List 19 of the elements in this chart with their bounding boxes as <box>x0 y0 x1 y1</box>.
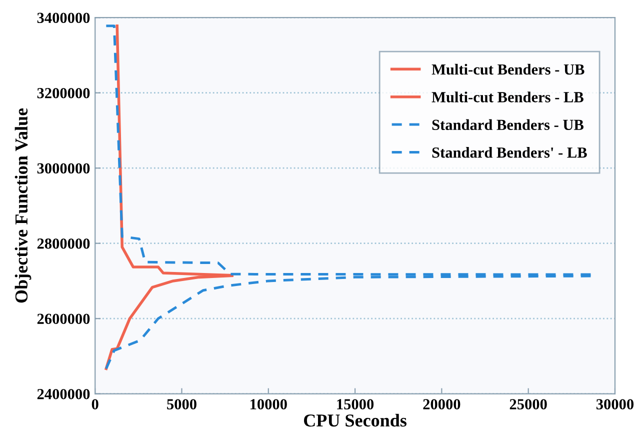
x-tick-label: 20000 <box>423 399 460 410</box>
y-tick-label: 2600000 <box>37 314 90 324</box>
y-axis-title: Objective Function Value <box>14 108 32 303</box>
legend-label: Multi-cut Benders - UB <box>432 64 584 75</box>
y-tick-label: 2400000 <box>37 388 90 400</box>
y-tick-label: 3200000 <box>37 88 90 98</box>
x-axis-title: CPU Seconds <box>304 414 407 427</box>
y-tick-label: 3400000 <box>37 12 90 24</box>
legend-label: Standard Benders' - LB <box>432 146 587 158</box>
x-tick-label: 10000 <box>250 399 287 410</box>
legend-label: Standard Benders - UB <box>432 119 584 130</box>
y-tick-label: 3000000 <box>37 163 90 174</box>
y-tick-label: 2800000 <box>37 238 90 249</box>
x-tick-label: 0 <box>92 399 98 410</box>
x-tick-label: 30000 <box>596 399 634 410</box>
x-tick-label: 5000 <box>167 399 196 410</box>
x-tick-label: 25000 <box>510 399 547 410</box>
x-tick-label: 15000 <box>337 399 374 410</box>
legend-label: Multi-cut Benders - LB <box>432 92 584 102</box>
